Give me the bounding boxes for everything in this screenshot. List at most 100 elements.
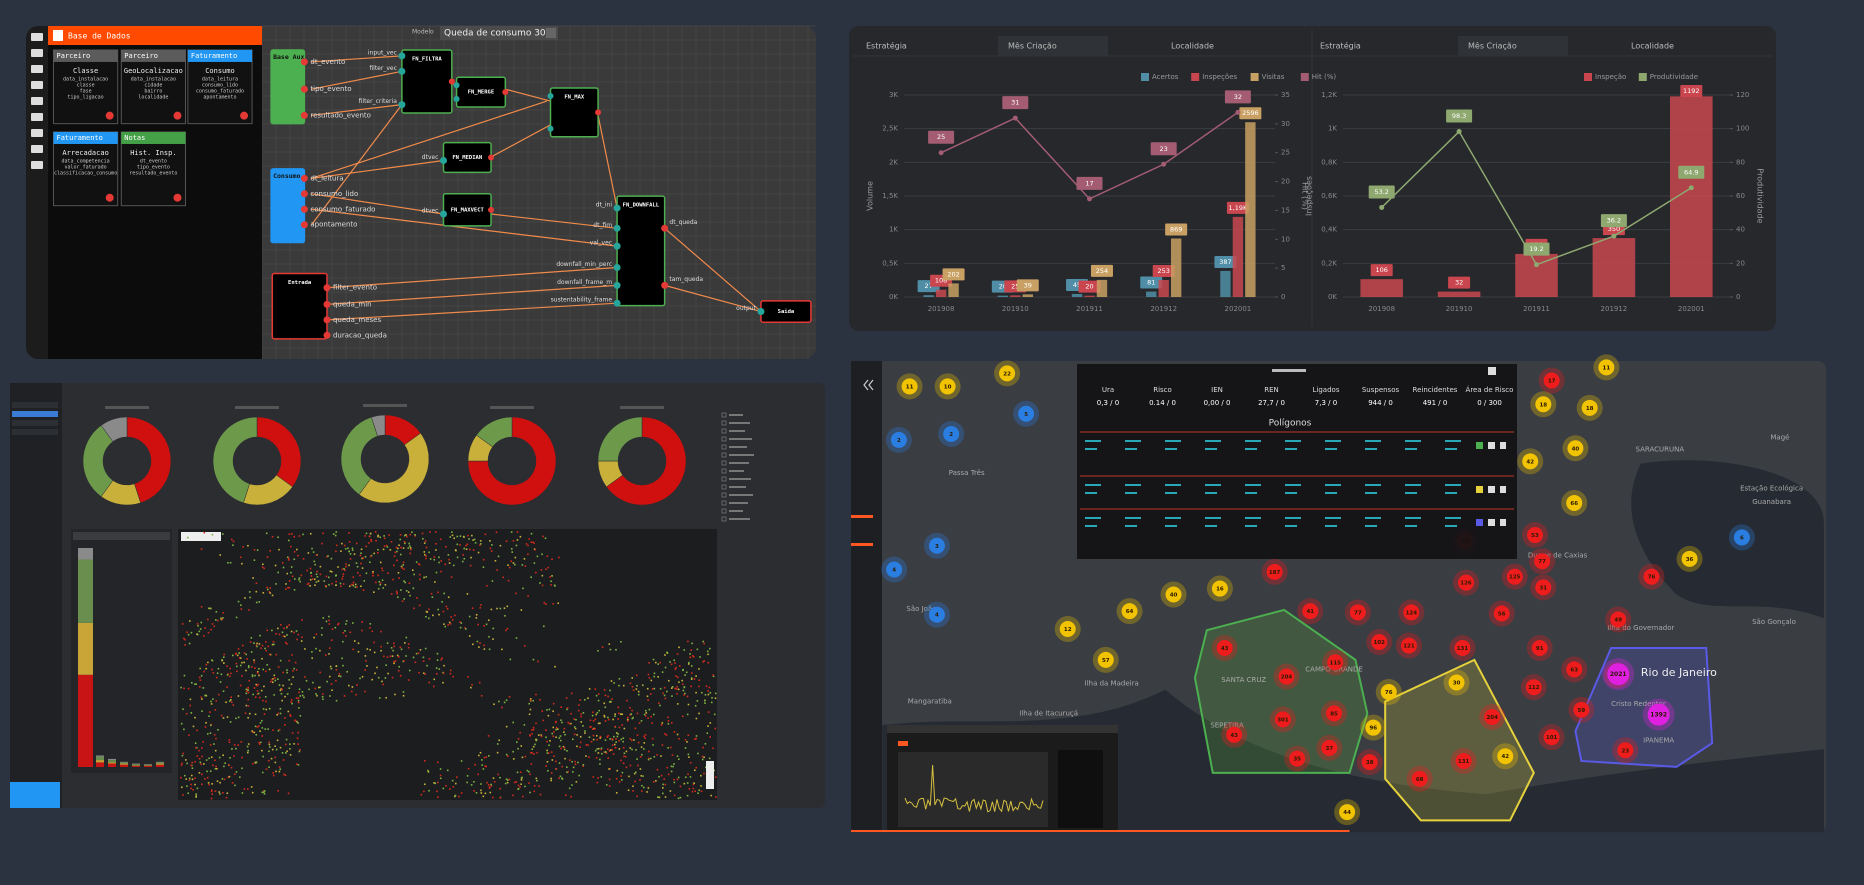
- legend-checkbox[interactable]: [721, 436, 727, 442]
- port[interactable]: [398, 101, 406, 109]
- cluster-marker[interactable]: [1643, 568, 1660, 585]
- cluster-marker[interactable]: [1403, 604, 1420, 621]
- cluster-marker[interactable]: [1543, 372, 1560, 389]
- cluster-marker[interactable]: [1361, 754, 1378, 771]
- cluster-marker[interactable]: [1733, 529, 1750, 546]
- tool-icon[interactable]: [31, 65, 43, 73]
- add-button[interactable]: [240, 111, 249, 120]
- row-color[interactable]: [1476, 486, 1483, 493]
- port[interactable]: [613, 299, 621, 307]
- cluster-marker[interactable]: [1365, 719, 1382, 736]
- tool-icon[interactable]: [31, 129, 43, 137]
- cluster-marker[interactable]: [1607, 663, 1630, 686]
- port[interactable]: [300, 85, 308, 93]
- cluster-marker[interactable]: [1289, 750, 1306, 767]
- port[interactable]: [661, 224, 669, 232]
- row-action[interactable]: [1500, 519, 1506, 526]
- cluster-marker[interactable]: [1458, 574, 1475, 591]
- tool-icon[interactable]: [31, 81, 43, 89]
- port[interactable]: [661, 281, 669, 289]
- row-action[interactable]: [1500, 442, 1506, 449]
- table-card[interactable]: [187, 49, 253, 125]
- add-button[interactable]: [105, 111, 114, 120]
- cluster-marker[interactable]: [1380, 683, 1397, 700]
- port[interactable]: [613, 204, 621, 212]
- port[interactable]: [613, 242, 621, 250]
- cluster-marker[interactable]: [1567, 440, 1584, 457]
- cluster-marker[interactable]: [1278, 668, 1295, 685]
- legend-swatch[interactable]: [1250, 73, 1259, 81]
- legend-checkbox[interactable]: [721, 452, 727, 458]
- add-button[interactable]: [173, 111, 182, 120]
- table-card[interactable]: [120, 49, 186, 125]
- table-card[interactable]: [120, 131, 186, 207]
- tool-icon[interactable]: [31, 161, 43, 169]
- cluster-marker[interactable]: [1484, 708, 1501, 725]
- cluster-marker[interactable]: [999, 365, 1016, 382]
- cluster-marker[interactable]: [1566, 494, 1583, 511]
- cluster-marker[interactable]: [1581, 399, 1598, 416]
- cluster-marker[interactable]: [1211, 580, 1228, 597]
- cluster-marker[interactable]: [1454, 640, 1471, 657]
- port[interactable]: [323, 300, 331, 308]
- cluster-marker[interactable]: [1121, 603, 1138, 620]
- menu-button[interactable]: [10, 782, 60, 808]
- tool-icon[interactable]: [31, 113, 43, 121]
- cluster-marker[interactable]: [1266, 563, 1283, 580]
- menu-item[interactable]: [12, 429, 58, 435]
- port[interactable]: [757, 308, 765, 316]
- cluster-marker[interactable]: [1617, 742, 1634, 759]
- menu-item[interactable]: [12, 402, 58, 408]
- cluster-marker[interactable]: [1497, 748, 1514, 765]
- legend-swatch[interactable]: [1584, 73, 1592, 81]
- port[interactable]: [323, 331, 331, 339]
- cluster-marker[interactable]: [1543, 729, 1560, 746]
- port[interactable]: [439, 157, 447, 165]
- row-action[interactable]: [1500, 486, 1506, 493]
- cluster-marker[interactable]: [1327, 654, 1344, 671]
- cluster-marker[interactable]: [1097, 651, 1114, 668]
- legend-checkbox[interactable]: [721, 444, 727, 450]
- cluster-marker[interactable]: [1610, 611, 1627, 628]
- port[interactable]: [613, 264, 621, 272]
- cluster-marker[interactable]: [1165, 586, 1182, 603]
- cluster-marker[interactable]: [1534, 553, 1551, 570]
- legend-checkbox[interactable]: [721, 468, 727, 474]
- cluster-marker[interactable]: [1400, 637, 1417, 654]
- menu-item[interactable]: [12, 420, 58, 426]
- cluster-marker[interactable]: [1681, 550, 1698, 567]
- cluster-marker[interactable]: [1216, 640, 1233, 657]
- port[interactable]: [300, 221, 308, 229]
- row-action[interactable]: [1488, 442, 1495, 449]
- cluster-marker[interactable]: [1018, 405, 1035, 422]
- cluster-marker[interactable]: [1302, 603, 1319, 620]
- row-action[interactable]: [1488, 486, 1495, 493]
- legend-swatch[interactable]: [1300, 73, 1309, 81]
- legend-checkbox[interactable]: [721, 492, 727, 498]
- port[interactable]: [300, 111, 308, 119]
- legend-swatch[interactable]: [1638, 73, 1647, 81]
- legend-checkbox[interactable]: [721, 484, 727, 490]
- port[interactable]: [398, 67, 406, 75]
- cluster-marker[interactable]: [1525, 679, 1542, 696]
- cluster-marker[interactable]: [1598, 359, 1615, 376]
- tool-icon[interactable]: [31, 97, 43, 105]
- legend-checkbox[interactable]: [721, 508, 727, 514]
- legend-checkbox[interactable]: [721, 460, 727, 466]
- cluster-marker[interactable]: [1326, 705, 1343, 722]
- row-color[interactable]: [1476, 442, 1483, 449]
- add-button[interactable]: [173, 193, 182, 202]
- port[interactable]: [439, 210, 447, 218]
- cluster-marker[interactable]: [1226, 726, 1243, 743]
- tool-icon[interactable]: [31, 145, 43, 153]
- tool-icon[interactable]: [31, 49, 43, 57]
- cluster-marker[interactable]: [1455, 752, 1472, 769]
- legend-checkbox[interactable]: [721, 412, 727, 418]
- row-color[interactable]: [1476, 519, 1483, 526]
- cluster-marker[interactable]: [939, 378, 956, 395]
- collapse-icon[interactable]: [863, 379, 869, 391]
- cluster-marker[interactable]: [1493, 605, 1510, 622]
- cluster-marker[interactable]: [1647, 703, 1670, 726]
- legend-checkbox[interactable]: [721, 500, 727, 506]
- port[interactable]: [300, 58, 308, 66]
